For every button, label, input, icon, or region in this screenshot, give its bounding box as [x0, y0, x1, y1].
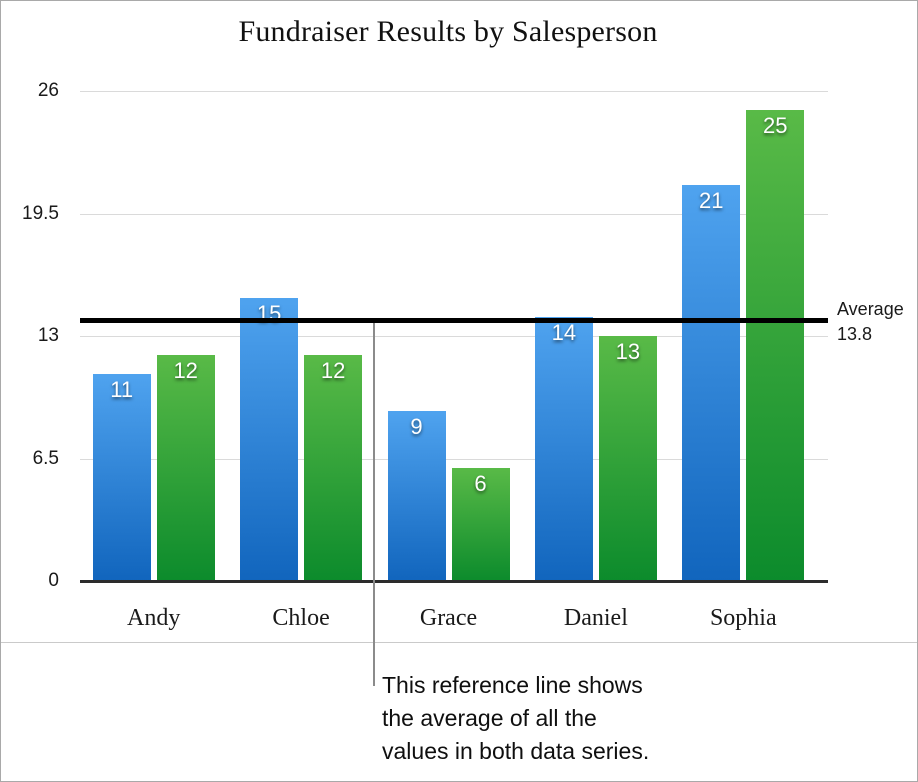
y-axis-label: 13	[37, 325, 59, 346]
green-series-bar	[451, 467, 510, 581]
label-area-divider	[1, 642, 917, 643]
blue-series-bar	[240, 298, 299, 581]
bar-value-label: 14	[551, 320, 577, 346]
bar-value-label: 6	[474, 470, 487, 496]
bar-value-label: 9	[410, 414, 423, 440]
green-series-bar	[156, 354, 215, 581]
x-axis-label: Daniel	[563, 605, 628, 631]
green-series-bar	[598, 336, 657, 581]
gridline	[80, 458, 828, 460]
bar-value-label: 13	[615, 339, 641, 364]
x-axis-label: Chloe	[272, 605, 330, 631]
x-axis-line	[80, 580, 828, 583]
bar-value-label: 12	[173, 357, 198, 383]
gridline	[80, 91, 828, 92]
gridline	[80, 336, 828, 337]
blue-series-bar	[534, 317, 593, 581]
bar-value-label: 21	[699, 188, 724, 214]
x-axis-label: Andy	[127, 605, 181, 631]
gridline	[80, 213, 828, 215]
blue-series-bar	[92, 373, 151, 581]
reference-line	[80, 318, 828, 324]
y-axis-label: 26	[37, 80, 59, 101]
y-axis-label: 19.5	[22, 202, 59, 224]
bar-value-label: 11	[110, 376, 134, 402]
reference-line-label: Average 13.8	[837, 297, 904, 347]
bar-value-label: 25	[763, 112, 788, 138]
x-axis-label: Grace	[419, 605, 478, 631]
blue-series-bar	[682, 185, 741, 581]
callout-text-line2: the average of all the	[382, 705, 597, 731]
chart-title: Fundraiser Results by Salesperson	[238, 15, 658, 48]
blue-series-bar	[387, 411, 446, 581]
callout-text-line3: values in both data series.	[382, 738, 650, 764]
x-axis-label: Sophia	[709, 605, 777, 631]
callout-line	[373, 323, 375, 686]
callout-text-line1: This reference line shows	[382, 672, 643, 698]
bar-value-label: 12	[320, 357, 346, 383]
green-series-bar	[746, 109, 805, 581]
y-axis-label: 0	[48, 570, 59, 591]
callout-text: This reference line shows the average of…	[382, 669, 649, 768]
reference-label-line1: Average	[837, 299, 904, 319]
reference-label-line2: 13.8	[837, 324, 873, 344]
green-series-bar	[304, 354, 363, 581]
y-axis-label: 6.5	[32, 447, 59, 469]
